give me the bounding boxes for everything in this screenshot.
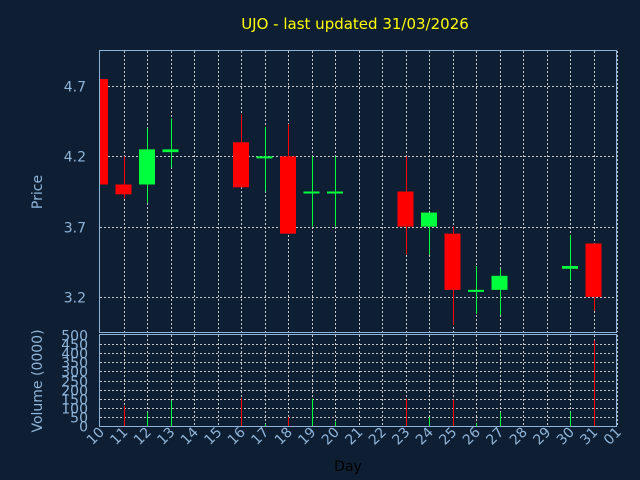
volume-y-tick-label: 450: [61, 338, 88, 354]
volume-y-tick-label: 200: [61, 384, 88, 400]
volume-y-tick-label: 300: [61, 365, 88, 381]
price-y-tick-label: 3.7: [64, 221, 86, 237]
candle-body: [256, 156, 273, 159]
candle-body: [585, 243, 602, 297]
volume-y-tick-label: 500: [61, 329, 88, 345]
x-tick-labels: 10 11 12 13 14 15 16 17 18 19 20 21 22 23 24 25 26 27 28 29…: [84, 424, 625, 448]
candle-body: [233, 142, 249, 188]
volume-y-tick-label: 0: [79, 420, 88, 436]
candle-body: [327, 191, 343, 194]
price-y-tick-label: 3.2: [64, 291, 86, 307]
volume-y-tick-label: 150: [61, 393, 88, 409]
volume-plot-frame: [99, 334, 617, 427]
volume-y-tick-label: 250: [61, 375, 88, 391]
price-axis-label: Price: [30, 175, 46, 209]
candle-body: [562, 265, 578, 269]
price-y-tick-label: 4.7: [64, 80, 86, 96]
volume-y-tick-label: 350: [61, 356, 88, 372]
candle-body: [421, 212, 437, 227]
candle-body: [397, 191, 414, 227]
candle-body: [115, 184, 132, 195]
candle-body: [444, 233, 461, 290]
candlestick-series: [100, 79, 602, 325]
price-y-tick-label: 4.2: [64, 150, 86, 166]
candle-body: [100, 79, 108, 185]
price-y-tick-labels: 3.2 3.7 4.2 4.7: [64, 80, 86, 307]
candle-body: [303, 191, 320, 194]
volume-y-tick-label: 400: [61, 347, 88, 363]
candle-body: [468, 289, 484, 292]
candle-body: [491, 275, 508, 290]
volume-y-tick-label: 50: [70, 411, 88, 427]
candle-body: [139, 149, 155, 185]
volume-axis-label: Volume (0000): [30, 329, 46, 432]
volume-y-tick-label: 100: [61, 402, 88, 418]
x-axis-label: Day: [334, 459, 362, 475]
candle-body: [280, 156, 296, 234]
volume-bar-series: [124, 340, 595, 426]
price-plot-frame: [99, 50, 617, 333]
chart-title: UJO - last updated 31/03/2026: [241, 15, 469, 33]
candle-body: [162, 149, 179, 153]
